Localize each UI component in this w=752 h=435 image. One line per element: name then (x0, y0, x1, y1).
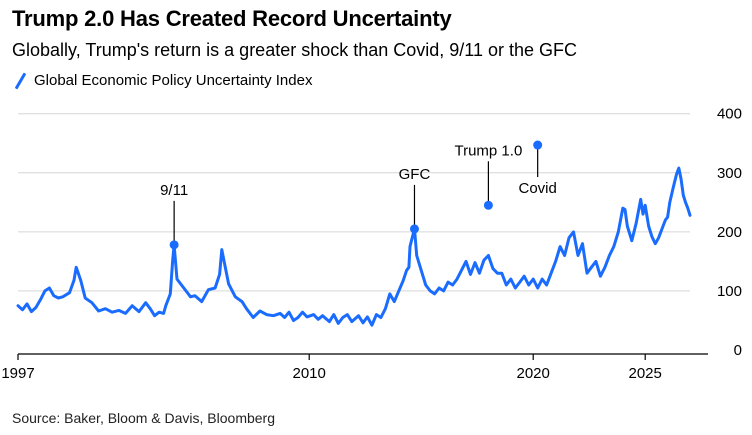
chart-subtitle: Globally, Trump's return is a greater sh… (12, 40, 578, 60)
series-line (16, 166, 692, 327)
annotation-label: GFC (399, 166, 431, 183)
annotation-label: Trump 1.0 (454, 142, 522, 159)
x-tick-label: 2010 (293, 365, 326, 382)
y-tick-label: 0 (734, 342, 742, 359)
annotation-marker (483, 200, 493, 210)
chart-title: Trump 2.0 Has Created Record Uncertainty (12, 6, 452, 31)
y-tick-label: 300 (717, 165, 742, 182)
chart-legend: Global Economic Policy Uncertainty Index (12, 72, 312, 89)
legend-series-label: Global Economic Policy Uncertainty Index (34, 72, 313, 89)
chart-source: Source: Baker, Bloom & Davis, Bloomberg (12, 410, 276, 426)
annotation-marker (169, 240, 179, 250)
y-tick-label: 200 (717, 224, 742, 241)
annotation-marker (533, 140, 543, 150)
x-tick-label: 2020 (517, 365, 550, 382)
x-tick-label: 2025 (629, 365, 662, 382)
annotation-label: Covid (519, 180, 557, 197)
x-tick-label: 1997 (1, 365, 34, 382)
y-tick-label: 100 (717, 283, 742, 300)
y-tick-label: 400 (717, 106, 742, 123)
annotation-label: 9/11 (160, 182, 188, 199)
annotation-marker (409, 224, 419, 234)
